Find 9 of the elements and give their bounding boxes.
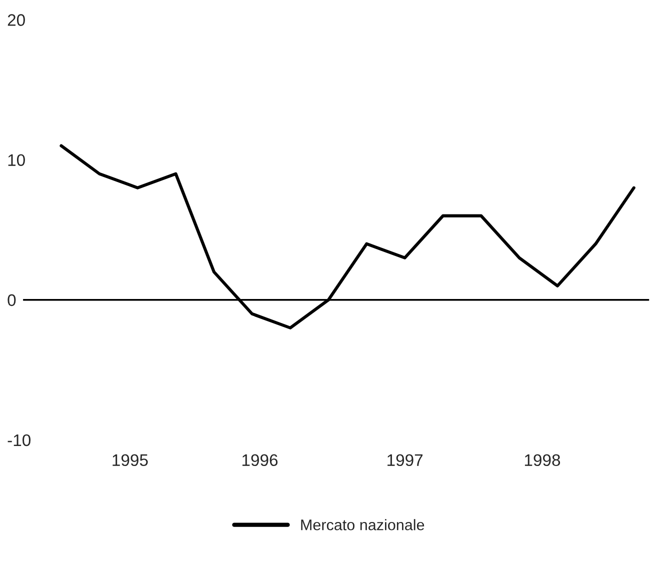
legend-label: Mercato nazionale [301, 519, 424, 530]
x-tick-label: 1995 [112, 454, 148, 466]
x-tick-label: 1998 [524, 454, 560, 466]
y-tick-label: 10 [8, 154, 25, 166]
x-tick-label: 1997 [388, 454, 423, 466]
y-tick-label: 20 [8, 14, 25, 26]
y-tick-label: 0 [8, 294, 16, 306]
x-tick-label: 1996 [242, 454, 278, 466]
y-tick-label: -10 [8, 434, 30, 446]
